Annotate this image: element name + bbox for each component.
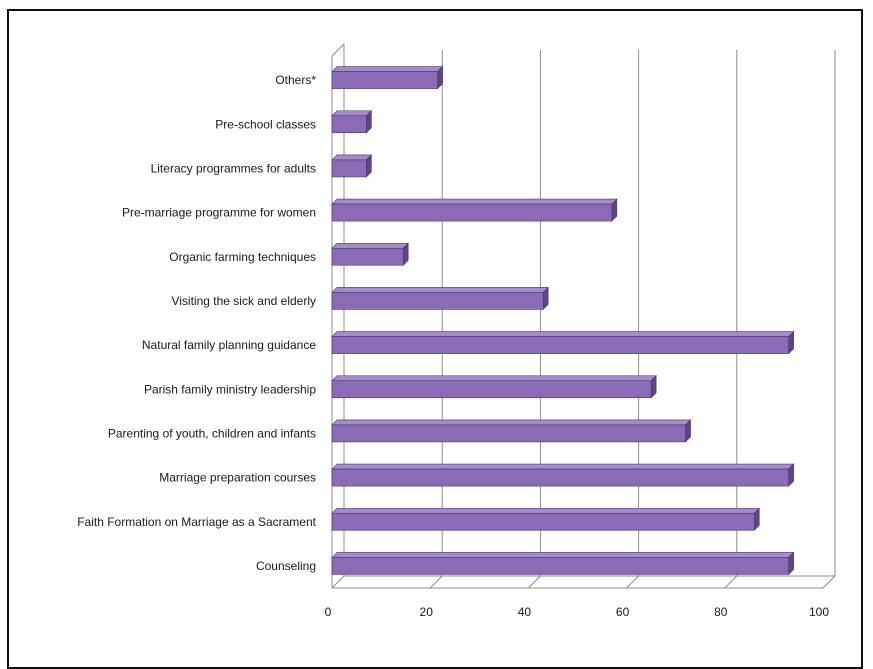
floor-line xyxy=(822,575,836,589)
floor-line xyxy=(331,575,345,589)
bar xyxy=(331,551,795,576)
bar-top-face xyxy=(331,287,549,293)
bar xyxy=(331,507,760,531)
bar-front-face xyxy=(331,468,789,487)
floor-line xyxy=(626,575,639,589)
category-label: Marriage preparation courses xyxy=(159,471,316,485)
floor-line xyxy=(429,575,443,589)
category-label: Others* xyxy=(275,73,316,87)
bar-front-face xyxy=(331,336,789,354)
x-tick-label: 100 xyxy=(809,605,829,619)
bar-top-face xyxy=(331,419,692,426)
bars xyxy=(331,65,795,576)
category-label: Faith Formation on Marriage as a Sacrame… xyxy=(77,515,316,529)
bar-top-face xyxy=(331,463,795,470)
bar xyxy=(331,463,795,487)
bar-front-face xyxy=(331,424,686,443)
category-label: Pre-school classes xyxy=(215,117,316,131)
gridlines xyxy=(331,50,836,589)
bar-front-face xyxy=(331,71,438,89)
x-tick-label: 0 xyxy=(325,605,332,619)
bar-front-face xyxy=(331,512,755,531)
bar-top-face xyxy=(331,110,373,117)
bar-top-face xyxy=(331,507,760,514)
bar-front-face xyxy=(331,247,404,266)
bar-top-face xyxy=(331,198,618,205)
x-tick-label: 20 xyxy=(420,605,434,619)
category-label: Organic farming techniques xyxy=(169,250,316,264)
bar-front-face xyxy=(331,292,544,310)
bar-top-face xyxy=(331,154,373,161)
bar-top-face xyxy=(331,242,409,249)
bar xyxy=(331,375,657,399)
bar-chart: Counseling Faith Formation on Marriage as… xyxy=(77,43,836,619)
bar-top-face xyxy=(331,375,657,382)
bar-front-face xyxy=(331,380,652,399)
bar-top-face xyxy=(331,552,795,558)
x-tick-label: 60 xyxy=(616,605,630,619)
bar xyxy=(331,65,444,90)
bar-top-face xyxy=(331,66,444,72)
bar xyxy=(331,330,795,355)
axes xyxy=(331,43,835,589)
floor-line xyxy=(724,575,738,589)
category-label: Counseling xyxy=(256,559,316,573)
y-axis-top xyxy=(331,43,345,57)
category-label: Literacy programmes for adults xyxy=(151,161,316,175)
bar-front-face xyxy=(331,203,613,222)
bar xyxy=(331,110,373,134)
bar xyxy=(331,242,409,266)
x-tick-label: 40 xyxy=(518,605,532,619)
category-label: Natural family planning guidance xyxy=(142,338,316,352)
bar xyxy=(331,286,549,311)
category-label: Parish family ministry leadership xyxy=(144,382,316,396)
bar-front-face xyxy=(331,159,367,178)
bar-front-face xyxy=(331,557,789,575)
category-label: Visiting the sick and elderly xyxy=(171,294,316,308)
bar xyxy=(331,419,692,443)
category-labels: Counseling Faith Formation on Marriage as… xyxy=(77,73,316,573)
bar xyxy=(331,154,373,178)
x-tick-labels: 0 20 40 60 80 100 xyxy=(325,605,830,619)
category-label: Parenting of youth, children and infants xyxy=(108,426,316,440)
bar xyxy=(331,198,618,222)
category-label: Pre-marriage programme for women xyxy=(122,206,316,220)
x-tick-label: 80 xyxy=(714,605,728,619)
floor-line xyxy=(528,575,541,589)
bar-front-face xyxy=(331,115,367,134)
bar-top-face xyxy=(331,331,795,337)
